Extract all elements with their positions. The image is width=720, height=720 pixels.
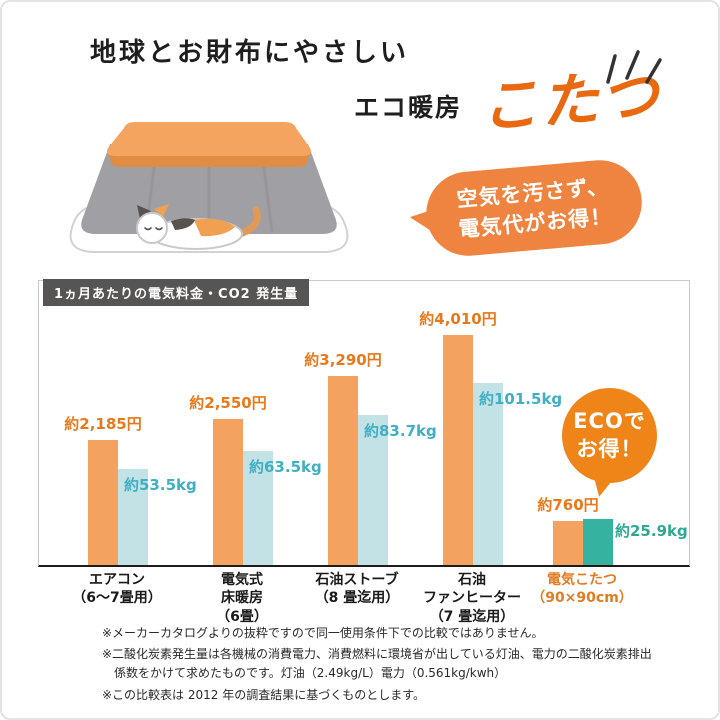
price-label: 約2,550円 xyxy=(189,394,267,412)
category-label-floor-heating: 電気式 床暖房 （6畳） xyxy=(216,572,268,625)
price-label: 約2,185円 xyxy=(64,415,142,433)
footnote-1: ※メーカーカタログよりの抜粋ですので同一使用条件下での比較ではありません。 xyxy=(102,626,544,640)
category-label-fan-heater: 石油 ファンヒーター （7 畳迄用） xyxy=(423,572,521,625)
category-label-kotatsu: 電気こたつ （90×90cm） xyxy=(531,572,633,607)
kotatsu-tabletop xyxy=(107,122,311,156)
eco-badge-pointer xyxy=(590,477,612,499)
eco-badge-line-2: お得！ xyxy=(576,436,643,461)
price-label: 約4,010円 xyxy=(419,310,497,328)
co2-label: 約53.5kg xyxy=(124,476,197,494)
price-label: 約760円 xyxy=(537,496,599,514)
co2-label: 約25.9kg xyxy=(615,522,688,540)
subtitle-prefix: エコ暖房 xyxy=(354,93,463,122)
eco-badge: ECOで お得！ xyxy=(562,388,657,483)
price-bar xyxy=(553,521,583,565)
co2-label: 約83.7kg xyxy=(364,422,437,440)
price-bar xyxy=(88,440,118,565)
cat-head xyxy=(136,212,168,244)
eco-badge-line-1: ECOで xyxy=(573,409,646,434)
cat-tail xyxy=(236,206,261,238)
category-label-aircon: エアコン （6～7畳用） xyxy=(72,572,162,607)
footnote-3: ※この比較表は 2012 年の調査結果に基づくものとします。 xyxy=(102,687,426,702)
co2-label: 約101.5kg xyxy=(479,390,563,408)
footnotes: ※メーカーカタログよりの抜粋ですので同一使用条件下での比較ではありません。 ※二… xyxy=(102,624,654,707)
price-bar xyxy=(213,419,243,565)
co2-bar xyxy=(243,451,273,565)
emphasis-strokes-icon xyxy=(606,50,662,84)
comparison-chart: 1ヵ月あたりの電気料金・CO2 発生量 約2,185円 約53.5kg 約2,5… xyxy=(38,279,690,567)
price-label: 約3,290円 xyxy=(304,351,382,369)
price-bar xyxy=(443,335,473,565)
co2-bar xyxy=(358,415,388,565)
co2-bar xyxy=(583,519,613,565)
speech-bubble: 空気を汚さず、 電気代がお得！ xyxy=(409,156,646,260)
price-bar xyxy=(328,376,358,565)
speech-bubble-tail xyxy=(409,207,437,234)
co2-bar xyxy=(473,383,503,565)
footnote-2: ※二酸化炭素発生量は各機械の消費電力、消費燃料に環境省が出している灯油、電力の二… xyxy=(102,647,652,681)
chart-title-badge: 1ヵ月あたりの電気料金・CO2 発生量 xyxy=(43,279,310,306)
kotatsu-cat-illustration xyxy=(69,122,349,253)
co2-label: 約63.5kg xyxy=(249,458,322,476)
category-label-oil-stove: 石油ストーブ （8 畳迄用） xyxy=(314,572,400,607)
page-title: 地球とお財布にやさしい xyxy=(90,38,410,68)
co2-bar xyxy=(118,469,148,565)
